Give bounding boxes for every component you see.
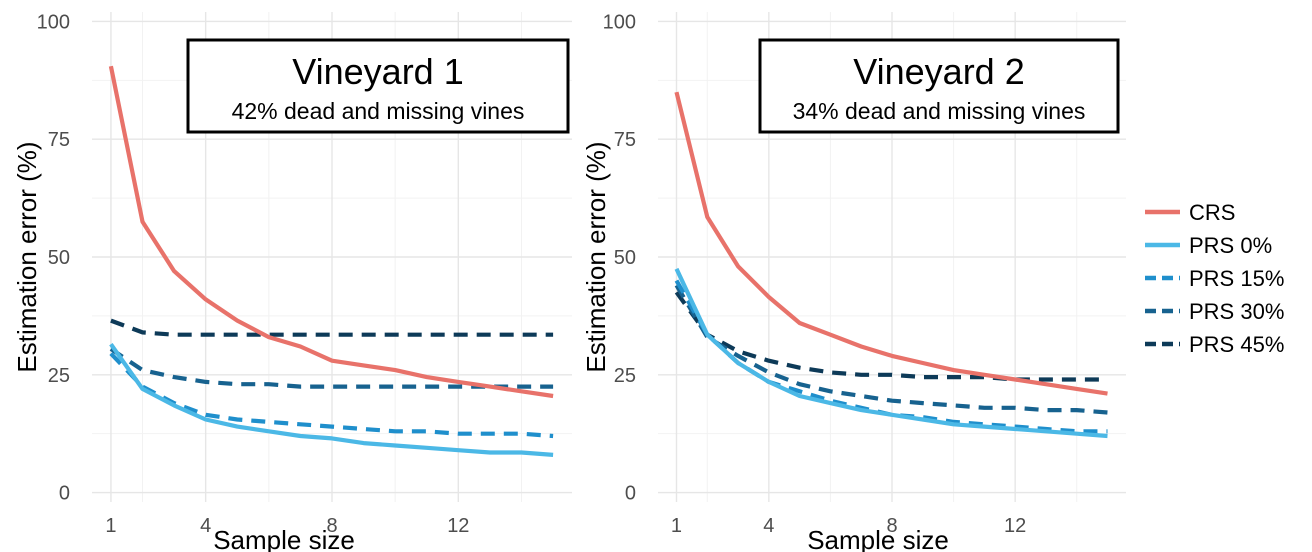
series-line-prs-15 bbox=[109, 352, 554, 439]
series-lines bbox=[674, 91, 1108, 439]
series-line-prs-0 bbox=[674, 267, 1108, 439]
x-tick-label: 8 bbox=[886, 515, 897, 537]
x-tick-label: 8 bbox=[326, 515, 337, 537]
y-tick-label: 100 bbox=[37, 11, 70, 33]
y-tick-label: 25 bbox=[614, 365, 636, 387]
panel-subtitle: 42% dead and missing vines bbox=[232, 98, 525, 124]
x-tick-labels: 1 4 8 12 bbox=[671, 515, 1026, 537]
y-axis-title: Estimation error (%) bbox=[12, 141, 42, 372]
x-tick-label: 1 bbox=[105, 515, 116, 537]
y-tick-label: 75 bbox=[614, 129, 636, 151]
series-line-crs bbox=[108, 65, 554, 399]
series-line-crs bbox=[674, 91, 1108, 396]
y-axis-title: Estimation error (%) bbox=[581, 141, 611, 372]
title-box: Vineyard 1 42% dead and missing vines bbox=[186, 38, 570, 134]
panel-title: Vineyard 2 bbox=[853, 51, 1024, 92]
legend-label: CRS bbox=[1189, 200, 1235, 225]
series-line-prs-30 bbox=[674, 284, 1108, 415]
legend-label: PRS 0% bbox=[1189, 233, 1272, 258]
y-tick-label: 25 bbox=[48, 365, 70, 387]
title-box: Vineyard 2 34% dead and missing vines bbox=[758, 38, 1120, 134]
series-line-prs-45 bbox=[674, 291, 1108, 382]
x-tick-label: 4 bbox=[200, 515, 211, 537]
legend-label: PRS 30% bbox=[1189, 299, 1284, 324]
y-tick-label: 75 bbox=[48, 129, 70, 151]
panel-subtitle: 34% dead and missing vines bbox=[793, 98, 1086, 124]
y-tick-label: 50 bbox=[614, 247, 636, 269]
x-axis-title: Sample size bbox=[807, 525, 949, 552]
x-tick-label: 12 bbox=[447, 515, 469, 537]
x-tick-label: 12 bbox=[1004, 515, 1026, 537]
panel-vineyard-2: 0 25 50 75 100 1 4 8 12 Sample size Estimation … bbox=[581, 11, 1126, 552]
y-tick-labels: 0 25 50 75 100 bbox=[37, 11, 70, 504]
x-tick-labels: 1 4 8 12 bbox=[105, 515, 469, 537]
y-tick-label: 50 bbox=[48, 247, 70, 269]
y-tick-label: 0 bbox=[59, 483, 70, 505]
series-line-prs-0 bbox=[109, 342, 554, 457]
series-lines bbox=[108, 65, 554, 457]
y-tick-labels: 0 25 50 75 100 bbox=[603, 11, 636, 504]
x-tick-label: 4 bbox=[763, 515, 774, 537]
legend-label: PRS 15% bbox=[1189, 266, 1284, 291]
panel-title: Vineyard 1 bbox=[292, 51, 463, 92]
title-box-frame bbox=[186, 38, 570, 134]
legend: CRS PRS 0% PRS 15% PRS 30% PRS 45% bbox=[1145, 200, 1284, 357]
y-tick-label: 100 bbox=[603, 11, 636, 33]
title-box-frame bbox=[758, 38, 1120, 134]
x-tick-label: 1 bbox=[671, 515, 682, 537]
y-tick-label: 0 bbox=[625, 483, 636, 505]
panel-vineyard-1: 0 25 50 75 100 1 4 8 12 Sample size Estimation … bbox=[12, 11, 572, 552]
series-line-prs-45 bbox=[110, 318, 554, 337]
x-axis-title: Sample size bbox=[213, 525, 355, 552]
legend-label: PRS 45% bbox=[1189, 332, 1284, 357]
